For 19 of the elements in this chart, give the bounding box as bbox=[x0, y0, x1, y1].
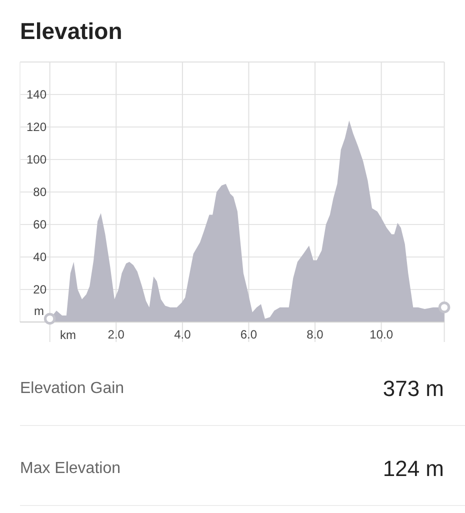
x-tick-label: 10.0 bbox=[370, 328, 394, 342]
x-tick-label: 6.0 bbox=[240, 328, 258, 342]
y-tick-label: 60 bbox=[33, 217, 47, 232]
text: 124 m bbox=[382, 456, 444, 482]
y-tick-label: 100 bbox=[26, 152, 47, 166]
x-tick-label: 8.0 bbox=[306, 328, 324, 342]
y-tick-label: 80 bbox=[33, 184, 47, 199]
text: Elevation Gain bbox=[20, 380, 124, 398]
y-tick-label: 40 bbox=[33, 250, 47, 264]
x-tick-label: 2.0 bbox=[108, 328, 125, 342]
y-tick-label: 20 bbox=[33, 282, 47, 296]
x-tick-label: 4.0 bbox=[174, 328, 192, 342]
x-axis-title: km bbox=[60, 328, 76, 342]
y-tick-label: 140 bbox=[26, 87, 47, 102]
text: Max Elevation bbox=[20, 460, 120, 478]
y-tick-label: 120 bbox=[26, 120, 47, 134]
text: 373 m bbox=[382, 376, 444, 402]
chart-title: Elevation bbox=[20, 18, 122, 44]
y-axis-title: m bbox=[34, 304, 44, 318]
